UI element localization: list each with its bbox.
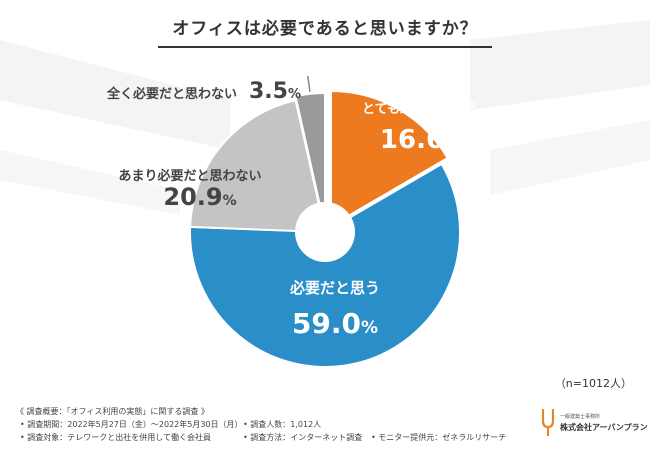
slice-value-1: 16.6%	[380, 125, 460, 155]
pie-slice-4	[294, 91, 326, 229]
pie-slice-3	[189, 99, 327, 234]
sample-size-note: （n=1012人）	[554, 377, 632, 390]
logo-company-name: 株式会社アーバンプラン	[560, 423, 648, 432]
survey-heading: 《 調査概要：「オフィス利用の実態」に関する調査 》	[16, 407, 209, 416]
logo-subtitle: 一級建築士事務所	[560, 414, 601, 420]
survey-count: • 調査人数：1,012人	[243, 420, 322, 429]
slice-value-2: 59.0%	[292, 307, 378, 340]
survey-period: • 調査期間：2022年5月27日（金）〜2022年5月30日（月）	[20, 420, 243, 429]
chart-title: オフィスは必要であると思いますか？	[158, 14, 492, 48]
leader-line	[307, 75, 311, 92]
slice-label-2: 必要だと思う	[289, 279, 380, 297]
slice-value-3: 20.9%	[163, 183, 236, 211]
chart-title-wrap: オフィスは必要であると思いますか？	[0, 14, 650, 48]
slice-value-4: 3.5%	[249, 79, 301, 104]
slice-label-4: 全く必要だと思わない	[106, 86, 237, 102]
pie-slice-2	[189, 162, 461, 368]
pie-slice-1	[330, 89, 449, 228]
urban-plan-logo-icon	[541, 409, 555, 436]
survey-target: • 調査対象：テレワークと出社を併用して働く会社員	[20, 433, 212, 442]
donut-hole	[295, 202, 355, 262]
slice-label-3: あまり必要だと思わない	[118, 168, 261, 184]
company-logo: 一級建築士事務所 株式会社アーバンプラン	[540, 407, 648, 439]
survey-provider: • モニター提供元：ゼネラルリサーチ	[371, 433, 507, 442]
slice-label-1: とても必要だと思う	[362, 101, 478, 117]
survey-method: • 調査方法：インターネット調査	[243, 433, 363, 442]
